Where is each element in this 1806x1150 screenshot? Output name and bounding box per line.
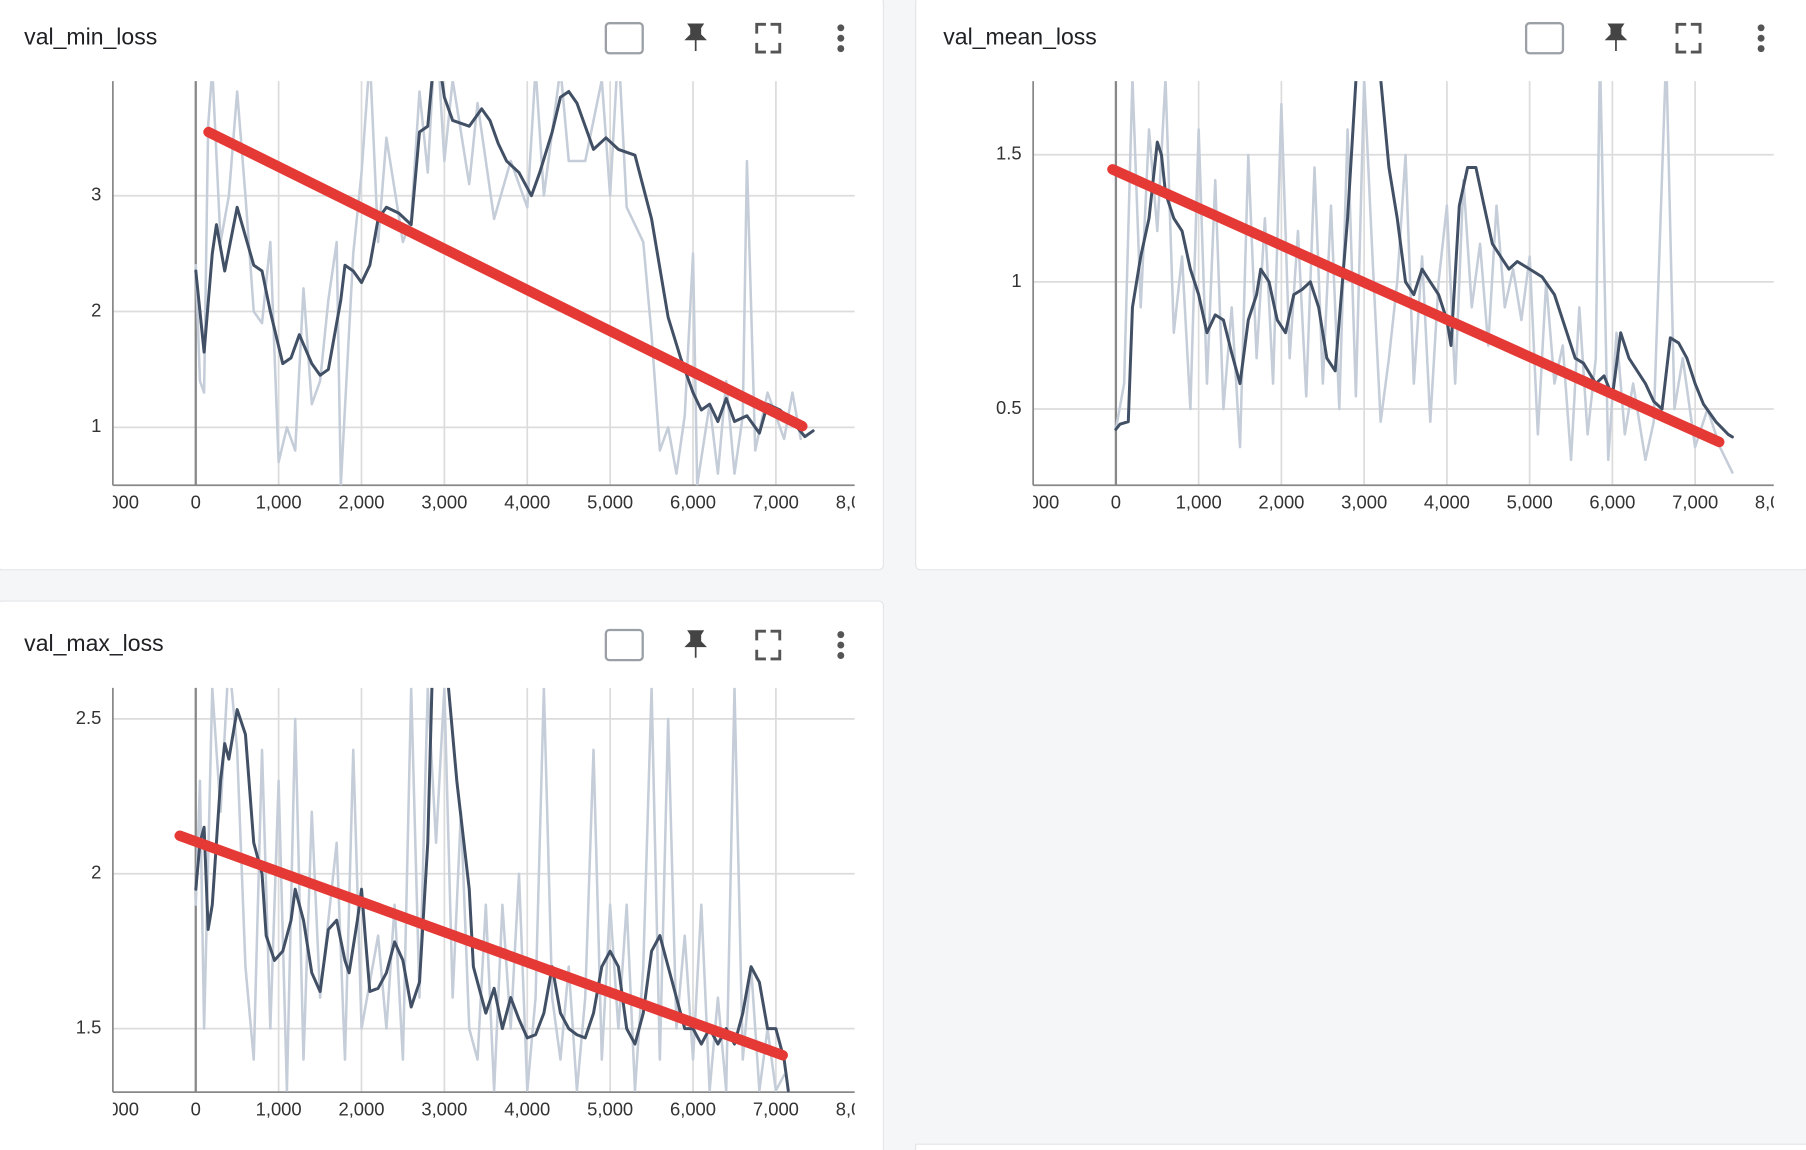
x-tick-label: 4,000: [504, 492, 550, 513]
x-tick-label: 1,000: [1176, 492, 1222, 513]
x-tick-label: 6,000: [1589, 492, 1635, 513]
y-tick-label: 1: [1011, 270, 1021, 291]
line-chart: val_min_loss 1 2 3 -1,000 0 1,000 2,000 3,000 4,0…: [24, 22, 882, 513]
smoothed-line: [194, 687, 790, 1093]
fit-icon[interactable]: [1524, 22, 1565, 55]
chart-title: val_max_loss: [24, 630, 163, 656]
x-tick-label: -1,000: [87, 492, 139, 513]
x-tick-label: 7,000: [753, 492, 799, 513]
x-tick-label: 4,000: [504, 1098, 550, 1119]
x-tick-label: 7,000: [753, 1098, 799, 1119]
pin-icon[interactable]: [684, 23, 707, 51]
menu-dot[interactable]: [837, 641, 845, 649]
chart-title: val_mean_loss: [943, 23, 1097, 49]
x-tick-labels: -1,000 0 1,000 2,000 3,000 4,000 5,000 6,000 7,0…: [87, 1098, 882, 1119]
raw-line: [1114, 81, 1734, 474]
plot-area: [1107, 81, 1734, 474]
fit-icon[interactable]: [604, 628, 644, 662]
x-tick-label: 8,000: [836, 492, 882, 513]
y-tick-label: 2.5: [76, 707, 102, 728]
menu-dot[interactable]: [837, 45, 845, 53]
trend-annotation: [1107, 164, 1725, 448]
raw-line: [194, 687, 786, 1092]
menu-dot[interactable]: [1757, 45, 1765, 53]
x-tick-label: 2,000: [338, 492, 384, 513]
plot-area: [194, 81, 815, 486]
trend-annotation: [203, 126, 808, 432]
menu-dot[interactable]: [1757, 24, 1765, 32]
x-tick-label: -1,000: [1007, 492, 1059, 513]
x-tick-label: 1,000: [256, 492, 302, 513]
fullscreen-icon[interactable]: [755, 22, 782, 54]
trend-annotation: [174, 830, 788, 1061]
chart-title: val_min_loss: [24, 23, 157, 49]
x-tick-label: 0: [191, 492, 201, 513]
x-tick-label: 7,000: [1672, 492, 1718, 513]
line-chart: val_max_loss 1.5 2 2.5 -1,000 0 1,000 2,000 3,00…: [24, 628, 882, 1120]
y-tick-label: 2: [91, 299, 101, 320]
x-tick-label: 0: [1111, 492, 1121, 513]
y-tick-label: 0.5: [996, 397, 1022, 418]
menu-dot[interactable]: [837, 34, 845, 42]
x-tick-label: -1,000: [87, 1098, 139, 1119]
y-tick-label: 1: [91, 415, 101, 436]
plot-area: [174, 687, 790, 1093]
y-tick-label: 1.5: [996, 143, 1022, 164]
x-tick-labels: -1,000 0 1,000 2,000 3,000 4,000 5,000 6,000 7,0…: [87, 492, 882, 513]
x-tick-labels: -1,000 0 1,000 2,000 3,000 4,000 5,000 6,000 7,0…: [1007, 492, 1801, 513]
smoothed-line: [194, 81, 815, 439]
fit-icon[interactable]: [604, 22, 644, 55]
x-tick-label: 5,000: [1507, 492, 1553, 513]
x-tick-label: 3,000: [421, 1098, 467, 1119]
fullscreen-icon[interactable]: [1675, 22, 1702, 54]
line-chart: val_mean_loss 0.5 1 1.5 -1,000 0 1,000 2,000 3,0…: [943, 22, 1801, 513]
fullscreen-icon[interactable]: [755, 629, 782, 661]
menu-dot[interactable]: [837, 652, 845, 659]
menu-dot[interactable]: [837, 631, 845, 639]
menu-dot[interactable]: [837, 24, 845, 32]
x-tick-label: 0: [191, 1098, 201, 1119]
pin-icon[interactable]: [1604, 23, 1628, 51]
smoothed-line: [1114, 81, 1734, 439]
x-tick-label: 2,000: [1258, 492, 1304, 513]
x-tick-label: 5,000: [587, 492, 633, 513]
x-tick-label: 4,000: [1424, 492, 1470, 513]
y-tick-label: 2: [91, 862, 101, 883]
x-tick-label: 6,000: [670, 492, 716, 513]
card: [0, 600, 884, 1150]
card: [915, 1143, 1806, 1150]
x-tick-label: 6,000: [670, 1098, 716, 1119]
x-tick-label: 5,000: [587, 1098, 633, 1119]
x-tick-label: 8,000: [1755, 492, 1801, 513]
x-tick-label: 3,000: [1341, 492, 1387, 513]
y-tick-label: 3: [91, 184, 101, 205]
x-tick-label: 3,000: [421, 492, 467, 513]
x-tick-label: 8,000: [836, 1098, 882, 1119]
menu-dot[interactable]: [1757, 34, 1765, 42]
y-tick-label: 1.5: [76, 1016, 102, 1037]
x-tick-label: 2,000: [338, 1098, 384, 1119]
pin-icon[interactable]: [684, 630, 707, 658]
x-tick-label: 1,000: [256, 1098, 302, 1119]
